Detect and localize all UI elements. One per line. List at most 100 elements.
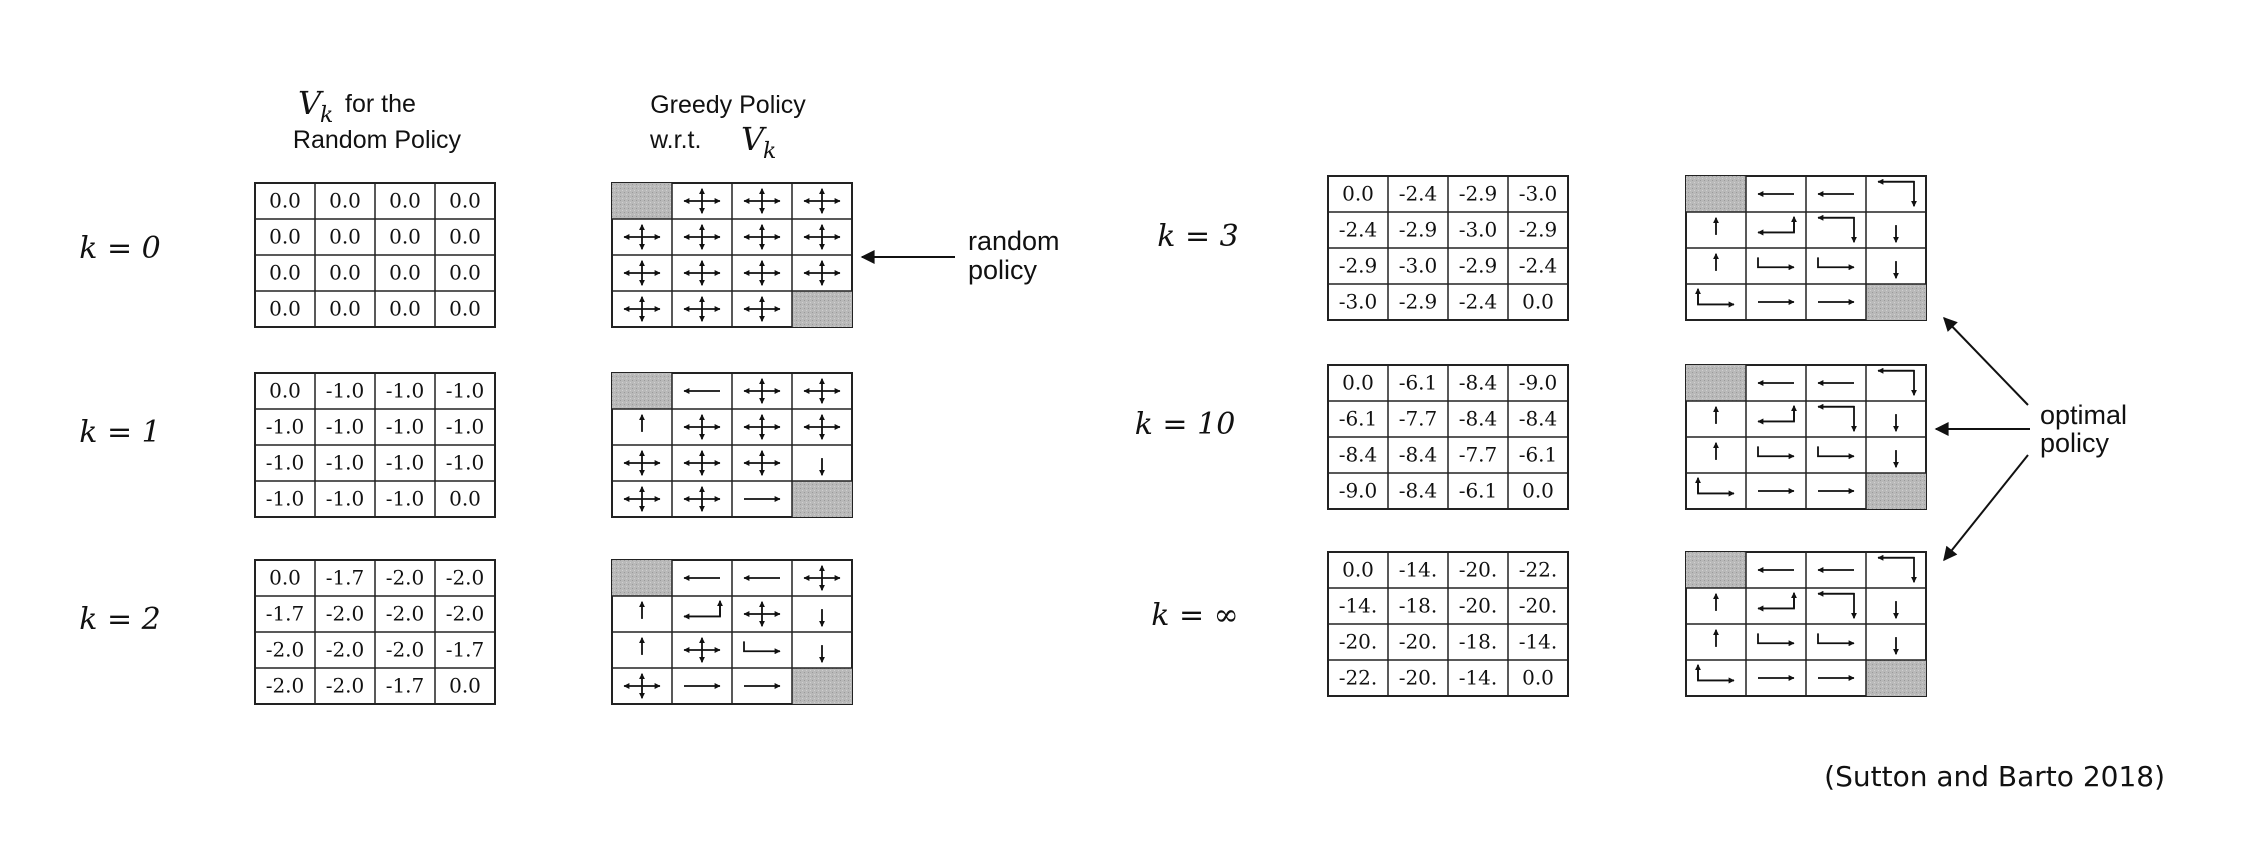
terminal-cell xyxy=(792,668,852,704)
policy-cell xyxy=(683,188,721,214)
policy-cell xyxy=(1695,477,1735,497)
value-cell: 0.0 xyxy=(449,296,481,320)
value-cell: -1.0 xyxy=(326,414,365,438)
optimal-policy-annotation: optimal policy xyxy=(1934,316,2127,562)
policy-grid xyxy=(1685,175,1927,321)
value-cell: 0.0 xyxy=(389,260,421,284)
terminal-cell xyxy=(1686,365,1746,401)
policy-cell xyxy=(1757,257,1795,271)
policy-grid xyxy=(611,182,853,328)
arrow-down-right-icon xyxy=(1757,257,1795,271)
value-cell: -3.0 xyxy=(1339,289,1378,313)
value-cell: -1.0 xyxy=(446,450,485,474)
policy-cell xyxy=(683,600,723,620)
value-cell: 0.0 xyxy=(389,296,421,320)
value-cell: -1.7 xyxy=(266,601,305,625)
random-policy-label-line1: random xyxy=(968,226,1060,256)
value-table: 0.0 -2.4 -2.9 -3.0-2.4 -2.9 -3.0 -2.9-2.9 -3.0-… xyxy=(1327,175,1569,321)
terminal-cell xyxy=(1866,660,1926,696)
policy-grid xyxy=(611,559,853,705)
policy-cell xyxy=(743,414,781,440)
policy-cell xyxy=(683,637,721,663)
policy-cell xyxy=(1757,592,1797,612)
policy-grid xyxy=(1685,551,1927,697)
value-cell: -14. xyxy=(1519,629,1558,653)
value-cell: -2.9 xyxy=(1519,217,1558,241)
policy-cell xyxy=(743,188,781,214)
value-cell: -9.0 xyxy=(1339,478,1378,502)
value-cell: -3.0 xyxy=(1399,253,1438,277)
value-cell: -8.4 xyxy=(1339,442,1378,466)
value-cell: -2.4 xyxy=(1459,289,1498,313)
value-cell: -2.0 xyxy=(266,637,305,661)
policy-cell xyxy=(743,378,781,404)
value-table: 0.0 -14. -20. -22.-14. -18. -20. -20.-20. -20. -… xyxy=(1327,551,1569,697)
policy-cell xyxy=(683,414,721,440)
value-cell: -8.4 xyxy=(1519,406,1558,430)
value-cell: -1.0 xyxy=(326,450,365,474)
terminal-cell xyxy=(1686,176,1746,212)
iteration-0: k = 00.0 0.0 0.0 0.00.0 0.0 0.0 0.00.0 0.0 0.0 0.… xyxy=(79,182,853,328)
value-cell: 0.0 xyxy=(1522,478,1554,502)
policy-cell xyxy=(803,260,841,286)
policy-cell xyxy=(743,224,781,250)
value-cell: 0.0 xyxy=(1522,665,1554,689)
value-cell: -2.9 xyxy=(1339,253,1378,277)
value-cell: -20. xyxy=(1459,557,1498,581)
iteration-1: k = 1 0.0 -1.0 -1.0 -1.0 -1.0 -1.0 -1.0 -1.0 -1.0… xyxy=(79,372,853,518)
iteration-2: k = 2 0.0 -1.7 -2.0 -2.0 -1.7 -2.0 -2.0 -2.0 -2.0… xyxy=(79,559,853,705)
policy-cell xyxy=(683,450,721,476)
policy-cell xyxy=(623,224,661,250)
policy-cell xyxy=(743,641,781,655)
value-cell: -1.0 xyxy=(386,414,425,438)
policy-cell xyxy=(623,486,661,512)
value-cell: -20. xyxy=(1459,593,1498,617)
value-cell: 0.0 xyxy=(269,224,301,248)
value-table: 0.0 -1.7 -2.0 -2.0-1.7 -2.0 -2.0 -2.0-2.0 -2.0-… xyxy=(254,559,496,705)
value-cell: -1.0 xyxy=(386,450,425,474)
value-cell: -8.4 xyxy=(1459,406,1498,430)
value-cell: 0.0 xyxy=(449,188,481,212)
value-cell: -2.9 xyxy=(1399,289,1438,313)
policy-cell xyxy=(683,224,721,250)
value-cell: -20. xyxy=(1399,629,1438,653)
k-label: k = 0 xyxy=(79,231,160,266)
arrow-down-right-icon xyxy=(1817,633,1855,647)
value-cell: -14. xyxy=(1459,665,1498,689)
arrow-down-right-icon xyxy=(1757,633,1795,647)
value-cell: -2.4 xyxy=(1399,181,1438,205)
random-policy-label-line2: policy xyxy=(968,255,1038,285)
value-cell: -6.1 xyxy=(1399,370,1438,394)
policy-header-line1: Greedy Policy xyxy=(650,91,806,119)
value-cell: -1.7 xyxy=(326,565,365,589)
terminal-cell xyxy=(1866,284,1926,320)
policy-grid xyxy=(611,372,853,518)
policy-cell xyxy=(1695,288,1735,308)
policy-cell xyxy=(1817,446,1855,460)
policy-header-subscript: k xyxy=(763,139,776,164)
terminal-cell xyxy=(1686,552,1746,588)
policy-cell xyxy=(1817,590,1857,619)
policy-cell xyxy=(743,601,781,627)
k-label: k = 3 xyxy=(1157,219,1238,254)
value-cell: -2.0 xyxy=(446,601,485,625)
policy-cell xyxy=(1757,405,1797,425)
terminal-cell xyxy=(612,183,672,219)
value-cell: -8.4 xyxy=(1399,442,1438,466)
policy-cell xyxy=(1817,257,1855,271)
policy-cell xyxy=(803,188,841,214)
value-cell: 0.0 xyxy=(389,188,421,212)
policy-cell xyxy=(743,296,781,322)
value-cell: -14. xyxy=(1399,557,1438,581)
k-label: k = 1 xyxy=(79,415,160,450)
value-cell: 0.0 xyxy=(269,378,301,402)
policy-cell xyxy=(683,486,721,512)
value-cell: -6.1 xyxy=(1459,478,1498,502)
k-label: k = 10 xyxy=(1135,407,1236,442)
iteration-grids: k = 00.0 0.0 0.0 0.00.0 0.0 0.0 0.00.0 0.0 0.0 0.… xyxy=(79,175,1927,705)
policy-column-header: Greedy Policy w.r.t. V k xyxy=(649,91,806,164)
optimal-policy-arrow-lower xyxy=(1943,454,2029,562)
policy-cell xyxy=(803,414,841,440)
value-header-subscript: k xyxy=(320,103,333,128)
